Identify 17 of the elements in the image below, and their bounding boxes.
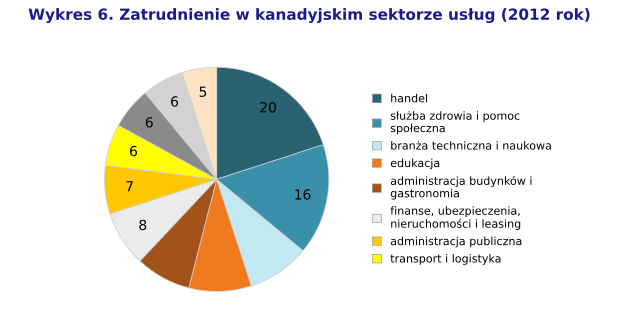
legend-label: branża techniczna i naukowa xyxy=(391,141,551,150)
chart-title: Wykres 6. Zatrudnienie w kanadyjskim sektorze usług (2012 rok) xyxy=(28,8,590,24)
data-label: 16 xyxy=(295,189,311,200)
data-label: 5 xyxy=(200,86,206,97)
data-label: 6 xyxy=(171,96,178,107)
data-label: 8 xyxy=(139,220,146,230)
data-label: 6 xyxy=(130,146,138,156)
data-label: 7 xyxy=(126,181,133,192)
legend-label: edukacja xyxy=(390,158,440,170)
legend-label: służba zdrowia i pomoc społeczna xyxy=(390,111,520,134)
legend-label: administracja publiczna xyxy=(390,236,522,248)
legend-label: finanse, ubezpieczenia, nieruchomości i leasing xyxy=(390,206,520,230)
legend-label: handel xyxy=(391,94,428,102)
data-label: 6 xyxy=(146,117,153,128)
legend-label: transport i logistyka xyxy=(390,254,500,265)
data-label: 20 xyxy=(260,102,276,113)
legend-label: administracja budynków i gastronomia xyxy=(390,176,532,200)
